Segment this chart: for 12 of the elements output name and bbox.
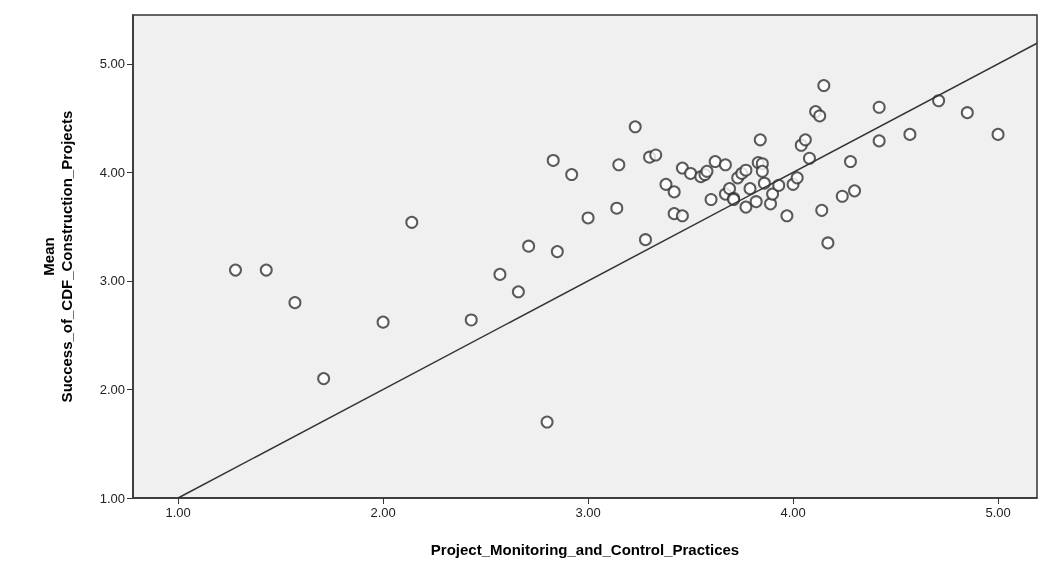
y-axis-title: Mean Success_of_CDF_Construction_Projects [39,110,75,403]
y-tick-label: 4.00 [99,164,125,180]
y-tick-label: 1.00 [99,490,125,506]
y-tick-label: 3.00 [99,273,125,289]
x-tick-label: 1.00 [165,505,191,520]
x-tick-label: 5.00 [985,505,1011,520]
x-axis-title: Project_Monitoring_and_Control_Practices [430,540,740,558]
x-tick-label: 2.00 [370,505,396,520]
y-tick-label: 2.00 [99,381,125,397]
x-tick-label: 4.00 [780,505,806,520]
y-tick-label: 5.00 [99,56,125,72]
x-tick-label: 3.00 [575,505,601,520]
